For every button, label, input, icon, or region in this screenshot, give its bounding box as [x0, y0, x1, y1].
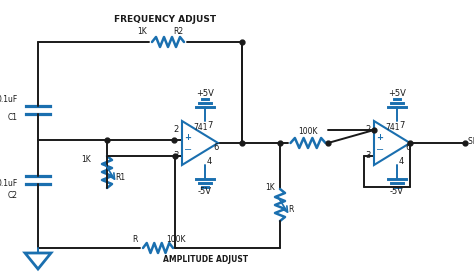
- Text: 2: 2: [174, 126, 179, 134]
- Text: −: −: [184, 145, 192, 155]
- Text: 0.1uF: 0.1uF: [0, 95, 18, 105]
- Text: +: +: [184, 132, 191, 142]
- Text: AMPLITUDE ADJUST: AMPLITUDE ADJUST: [163, 256, 248, 264]
- Text: 6: 6: [405, 144, 410, 153]
- Text: −: −: [376, 145, 384, 155]
- Text: 100K: 100K: [166, 235, 185, 245]
- Text: -5V: -5V: [390, 187, 404, 197]
- Text: 1K: 1K: [81, 155, 91, 164]
- Text: 100K: 100K: [298, 126, 318, 136]
- Text: 741: 741: [194, 123, 208, 132]
- Text: 3: 3: [173, 152, 179, 161]
- Text: 4: 4: [399, 156, 404, 166]
- Text: R2: R2: [173, 28, 183, 36]
- Text: R: R: [288, 206, 293, 214]
- Text: 0.1uF: 0.1uF: [0, 179, 18, 187]
- Text: 1K: 1K: [265, 182, 275, 192]
- Text: 7: 7: [399, 121, 404, 129]
- Text: +: +: [376, 132, 383, 142]
- Text: +5V: +5V: [196, 89, 214, 99]
- Text: 2: 2: [366, 126, 371, 134]
- Text: 3: 3: [365, 152, 371, 161]
- Text: -5V: -5V: [198, 187, 212, 197]
- Text: 1K: 1K: [137, 28, 147, 36]
- Text: 7: 7: [207, 121, 212, 129]
- Text: C2: C2: [8, 192, 18, 200]
- Text: 741: 741: [386, 123, 400, 132]
- Text: R: R: [132, 235, 137, 245]
- Text: 6: 6: [213, 144, 219, 153]
- Text: +5V: +5V: [388, 89, 406, 99]
- Text: C1: C1: [8, 113, 18, 121]
- Text: 4: 4: [207, 156, 212, 166]
- Text: SINE WAVE: SINE WAVE: [468, 137, 474, 145]
- Text: R1: R1: [115, 172, 125, 182]
- Text: FREQUENCY ADJUST: FREQUENCY ADJUST: [114, 15, 216, 25]
